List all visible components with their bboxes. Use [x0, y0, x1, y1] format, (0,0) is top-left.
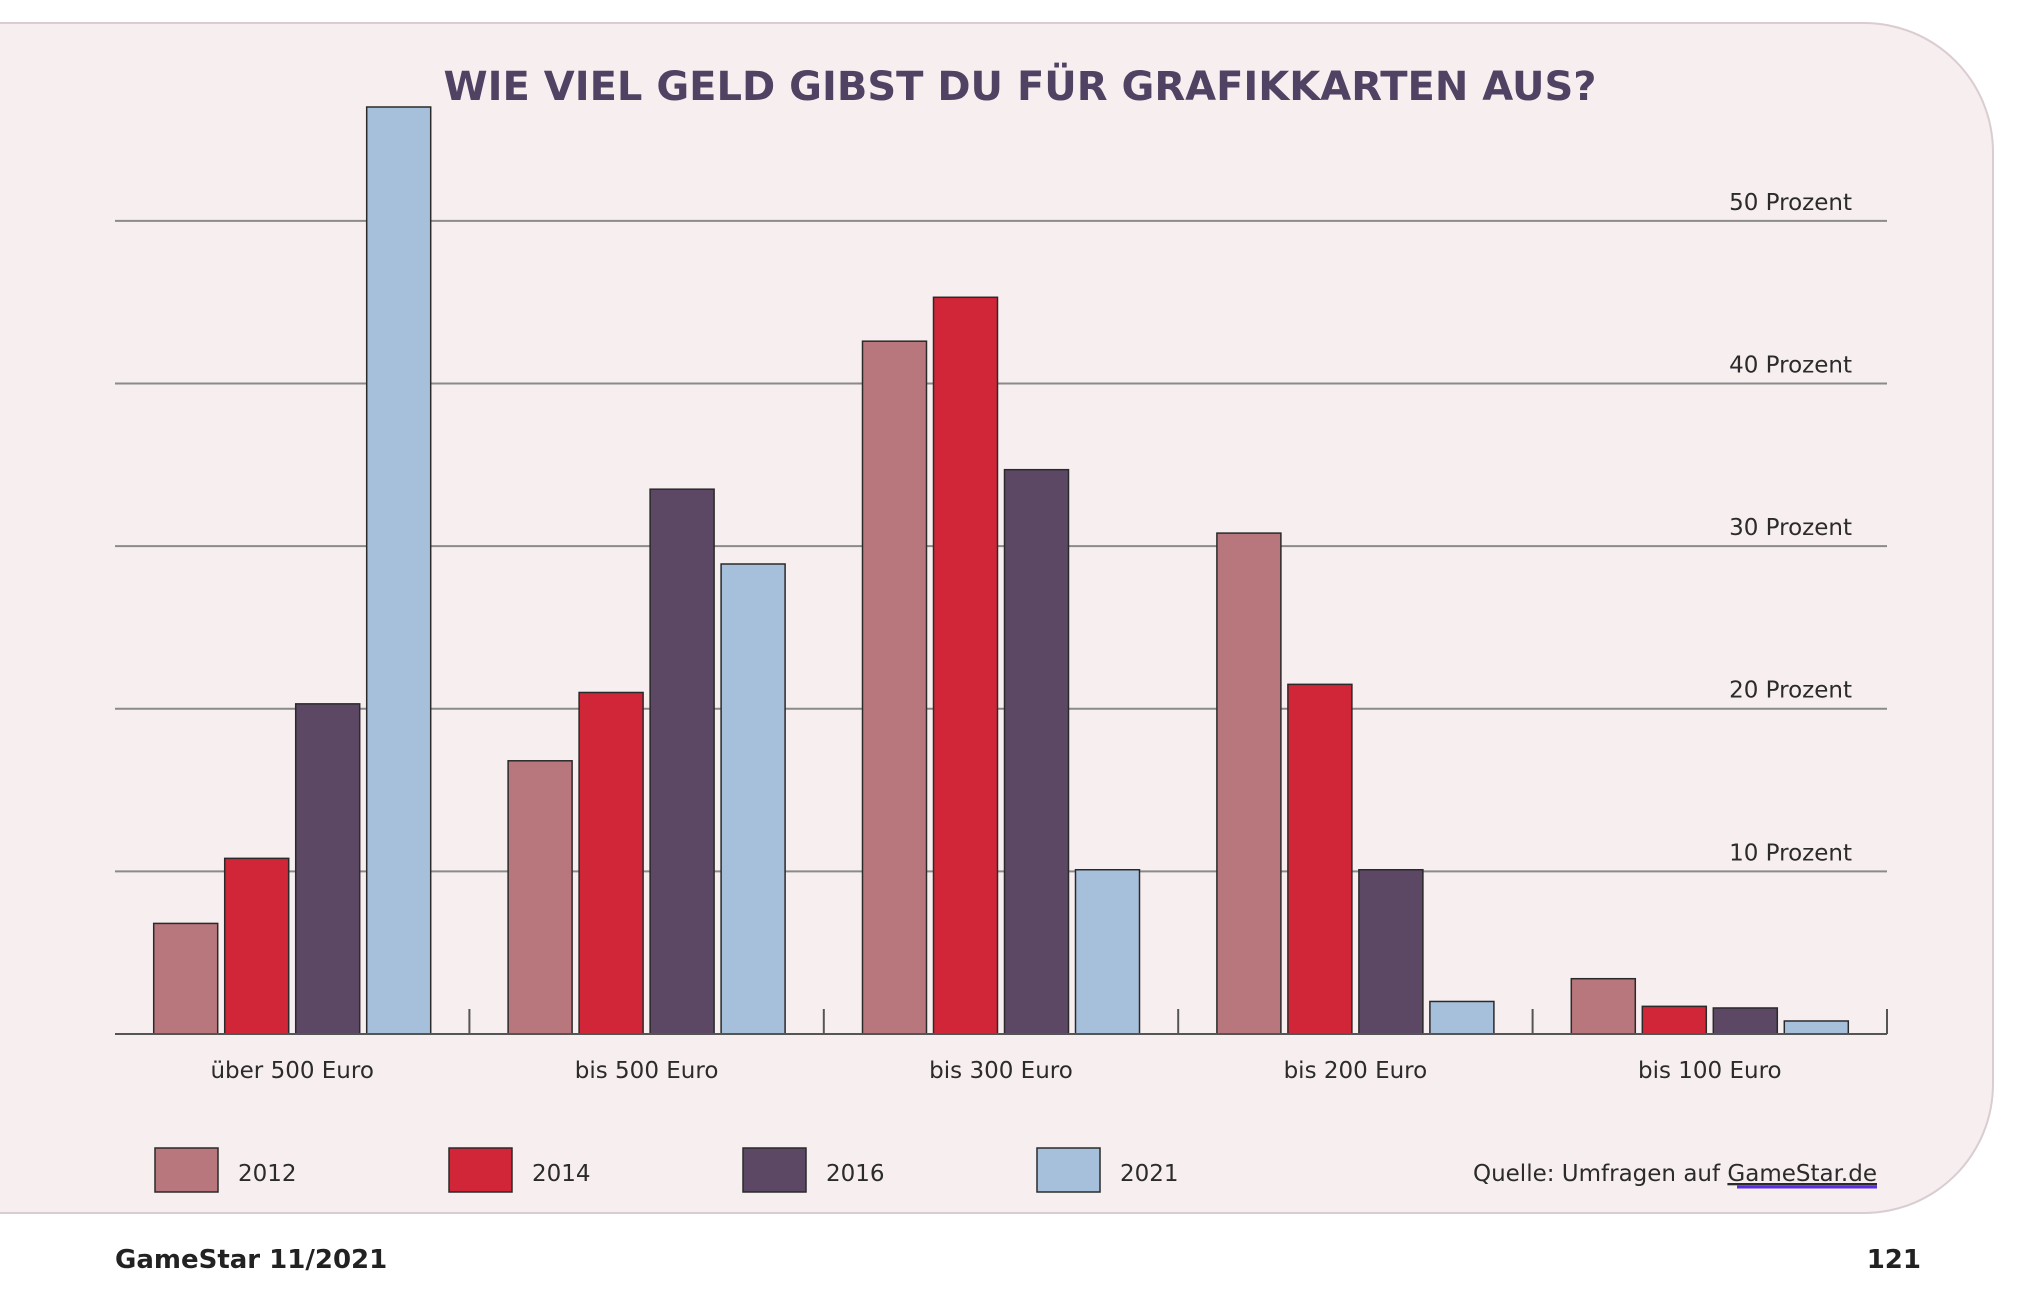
axis-layer: über 500 Euro bis 500 Euro bis 300 Euro bis… — [115, 1009, 1888, 1084]
bar-2014-1 — [578, 691, 644, 1035]
x-category-label-4: bis 100 Euro — [1638, 1058, 1782, 1084]
bar-2021-0 — [365, 106, 432, 1035]
bars-layer — [152, 106, 1850, 1035]
legend-swatch-2016 — [742, 1147, 807, 1193]
bar-2012-0 — [152, 922, 219, 1035]
legend-label-2012: 2012 — [238, 1161, 297, 1187]
grid-layer: 10 Prozent 20 Prozent 30 Prozent 40 Prozent… — [115, 190, 1887, 873]
x-category-label-3: bis 200 Euro — [1284, 1058, 1428, 1084]
y-tick-label-50: 50 Prozent — [1729, 190, 1852, 216]
bar-2016-3 — [1358, 868, 1424, 1035]
bar-2012-1 — [507, 760, 573, 1035]
bar-2014-3 — [1287, 683, 1353, 1035]
bar-2014-0 — [223, 857, 290, 1035]
y-tick-label-30: 30 Prozent — [1729, 515, 1852, 541]
legend: 2012 2014 2016 2021 — [154, 1147, 1179, 1193]
source-prefix: Quelle: Umfragen auf — [1473, 1161, 1727, 1187]
bar-2012-4 — [1570, 977, 1637, 1035]
legend-label-2021: 2021 — [1120, 1161, 1179, 1187]
footer-magazine-issue: GameStar 11/2021 — [115, 1245, 387, 1275]
bar-2021-4 — [1783, 1020, 1850, 1035]
legend-swatch-2014 — [448, 1147, 513, 1193]
bar-2012-2 — [861, 340, 928, 1035]
bar-2016-1 — [649, 488, 715, 1035]
bar-2021-1 — [720, 563, 786, 1035]
chart-title: WIE VIEL GELD GIBST DU FÜR GRAFIKKARTEN … — [444, 62, 1597, 110]
source-link[interactable]: GameStar.de — [1727, 1161, 1877, 1187]
bar-2016-0 — [294, 703, 361, 1035]
legend-label-2014: 2014 — [532, 1161, 591, 1187]
legend-label-2016: 2016 — [826, 1161, 885, 1187]
legend-swatch-2021 — [1036, 1147, 1101, 1193]
bar-2014-4 — [1641, 1005, 1708, 1035]
x-category-label-2: bis 300 Euro — [929, 1058, 1073, 1084]
bar-2014-2 — [932, 296, 999, 1035]
x-category-label-1: bis 500 Euro — [575, 1058, 719, 1084]
legend-swatch-2012 — [154, 1147, 219, 1193]
y-tick-label-40: 40 Prozent — [1729, 352, 1852, 378]
x-category-label-0: über 500 Euro — [210, 1058, 373, 1084]
footer-page-number: 121 — [1867, 1245, 1921, 1275]
bar-2016-4 — [1712, 1007, 1779, 1035]
bar-2021-2 — [1074, 868, 1141, 1035]
bar-2016-2 — [1003, 468, 1070, 1035]
bar-2021-3 — [1429, 1000, 1495, 1035]
y-tick-label-20: 20 Prozent — [1729, 678, 1852, 704]
source-note: Quelle: Umfragen auf GameStar.de — [1473, 1161, 1877, 1187]
bar-2012-3 — [1216, 532, 1282, 1035]
y-tick-label-10: 10 Prozent — [1729, 840, 1852, 866]
